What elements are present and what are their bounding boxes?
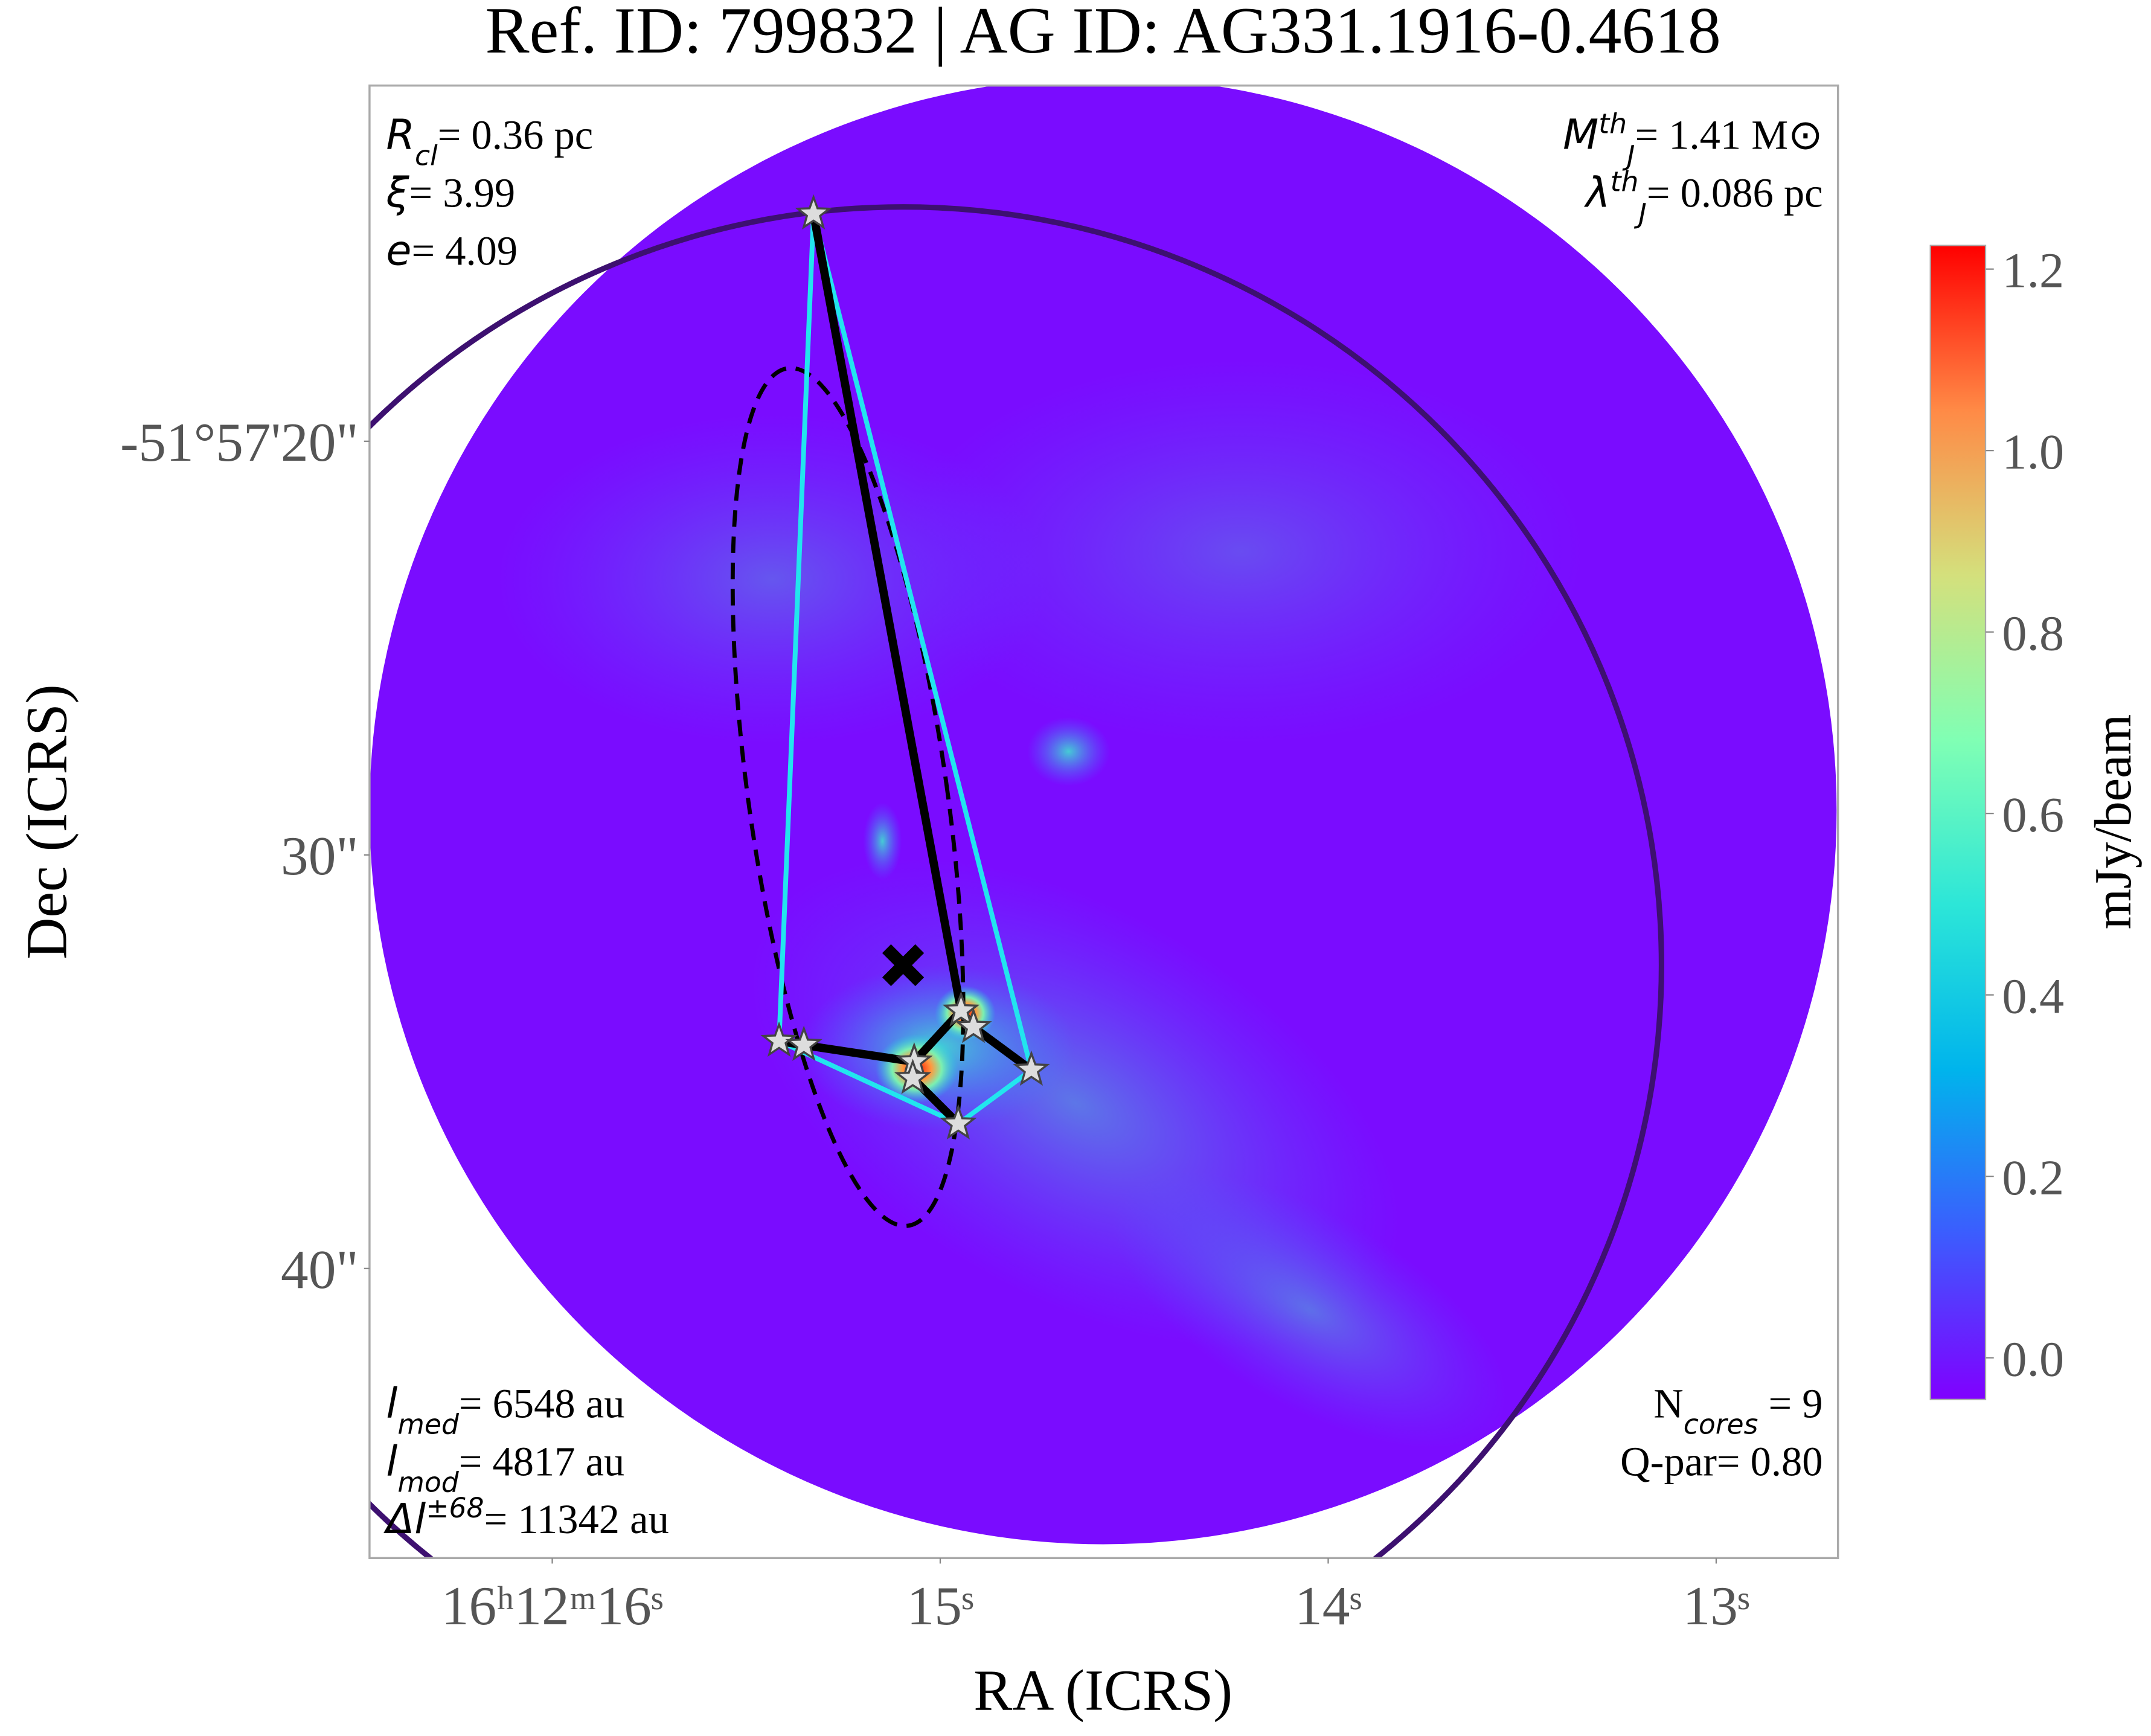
annotation-part: = 4.09	[411, 228, 518, 274]
y-tick-label: 40"	[281, 1239, 359, 1300]
x-tick-label: 16ʰ12ᵐ16ˢ	[441, 1575, 663, 1636]
core-star	[760, 1021, 798, 1057]
annotation-part: = 6548 au	[459, 1380, 625, 1426]
colorbar-tick-label: 0.8	[2002, 606, 2064, 661]
core-star	[955, 1007, 992, 1043]
annotation-part: ξ	[385, 169, 409, 217]
annotation: Q-par= 0.80	[1620, 1438, 1822, 1484]
annotation-part: = 4817 au	[459, 1438, 625, 1484]
annotation: λthJ= 0.086 pc	[1583, 165, 1823, 229]
core-star	[795, 194, 832, 230]
annotation-part: = 11342 au	[484, 1496, 669, 1542]
annotation-part: cl	[415, 139, 438, 171]
colorbar-tick-label: 1.0	[2002, 424, 2064, 479]
annotation: lmed= 6548 au	[386, 1379, 624, 1440]
annotation-part: l	[386, 1379, 397, 1427]
core-star	[940, 1104, 977, 1140]
image	[369, 85, 1837, 1558]
annotation-part: λ	[1583, 169, 1611, 217]
annotation-part: = 1.41 M⊙	[1635, 112, 1823, 158]
annotation: MthJ= 1.41 M⊙	[1563, 107, 1822, 171]
colorbar-tick-label: 0.4	[2002, 969, 2064, 1023]
annotation: e= 4.09	[386, 227, 518, 275]
annotation-part: l	[386, 1437, 397, 1485]
annotation-part: = 9	[1758, 1380, 1822, 1426]
annotation: Rcl= 0.36 pc	[386, 111, 593, 171]
annotation: lmod= 4817 au	[386, 1437, 624, 1498]
annotation-part: Δl	[383, 1495, 426, 1543]
annotation-part: med	[397, 1408, 460, 1440]
annotation-part: ±68	[426, 1492, 484, 1524]
annotation-part: = 0.086 pc	[1647, 170, 1823, 216]
core-star	[942, 991, 980, 1027]
axes-frame	[368, 84, 1839, 1560]
annotation-part: Q-par= 0.80	[1620, 1438, 1822, 1484]
core-star	[1013, 1050, 1050, 1086]
annotation-part: = 0.36 pc	[438, 112, 593, 158]
annotation: Ncores = 9	[1653, 1380, 1822, 1440]
annotation-part: e	[386, 227, 411, 275]
x-tick-label: 13ˢ	[1683, 1575, 1750, 1636]
annotation: ξ= 3.99	[385, 169, 515, 217]
colorbar-tick-label: 0.0	[2002, 1331, 2064, 1386]
colorbar	[1929, 245, 1987, 1400]
chart-title: Ref. ID: 799832 | AG ID: AG331.1916-0.46…	[486, 0, 1721, 67]
annotation-part: M	[1563, 111, 1598, 159]
core-star	[785, 1025, 822, 1062]
colorbar-tick-label: 0.2	[2002, 1150, 2064, 1205]
colorbar-tick-label: 1.2	[2002, 243, 2064, 298]
annotation-part: J	[1633, 197, 1646, 229]
colorbar-label: mJy/beam	[2084, 714, 2142, 930]
annotation-part: = 3.99	[409, 170, 516, 216]
annotation-part: N	[1653, 1380, 1683, 1426]
y-tick-label: -51°57'20"	[120, 412, 359, 473]
y-tick-label: 30"	[281, 825, 359, 886]
core-star	[894, 1059, 932, 1094]
colorbar-tick-label: 0.6	[2002, 787, 2064, 842]
annotation: Δl±68= 11342 au	[383, 1492, 669, 1544]
x-tick-label: 14ˢ	[1295, 1575, 1362, 1636]
x-axis-label: RA (ICRS)	[973, 1658, 1233, 1722]
y-axis-label: Dec (ICRS)	[15, 684, 79, 959]
annotation-part: mod	[397, 1466, 459, 1498]
x-tick-label: 15ˢ	[907, 1575, 974, 1636]
annotation-part: th	[1598, 107, 1627, 139]
annotation-part: cores	[1684, 1408, 1758, 1440]
annotation-part: R	[386, 111, 415, 159]
annotation-part: th	[1611, 165, 1639, 197]
